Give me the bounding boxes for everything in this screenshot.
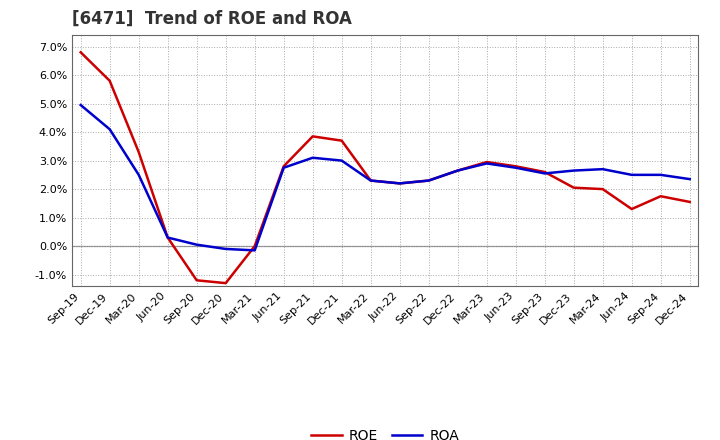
ROE — [105, 78, 114, 84]
ROE — [251, 243, 259, 249]
ROE — [685, 199, 694, 205]
ROE — [598, 187, 607, 192]
ROA — [685, 176, 694, 182]
ROA — [482, 161, 491, 166]
ROA — [366, 178, 375, 183]
ROA — [541, 171, 549, 176]
ROA — [454, 168, 462, 173]
ROE — [482, 159, 491, 165]
ROA — [424, 178, 433, 183]
ROE — [135, 150, 143, 155]
ROE — [192, 278, 201, 283]
ROE — [454, 168, 462, 173]
ROE — [308, 134, 317, 139]
ROE — [424, 178, 433, 183]
ROA — [135, 172, 143, 177]
ROE — [657, 194, 665, 199]
ROA — [511, 165, 520, 170]
ROE — [338, 138, 346, 143]
ROA — [570, 168, 578, 173]
Legend: ROE, ROA: ROE, ROA — [306, 423, 464, 440]
Line: ROE: ROE — [81, 52, 690, 283]
ROE — [76, 50, 85, 55]
ROA — [105, 127, 114, 132]
ROA — [279, 165, 288, 170]
ROA — [598, 166, 607, 172]
ROA — [221, 246, 230, 252]
ROA — [338, 158, 346, 163]
ROE — [279, 164, 288, 169]
ROE — [395, 181, 404, 186]
ROE — [511, 164, 520, 169]
ROE — [163, 235, 172, 240]
Text: [6471]  Trend of ROE and ROA: [6471] Trend of ROE and ROA — [72, 10, 352, 28]
ROA — [657, 172, 665, 177]
ROA — [192, 242, 201, 247]
ROE — [366, 178, 375, 183]
ROE — [221, 281, 230, 286]
ROA — [251, 248, 259, 253]
ROA — [308, 155, 317, 161]
ROA — [627, 172, 636, 177]
ROE — [570, 185, 578, 191]
ROA — [395, 181, 404, 186]
ROA — [76, 103, 85, 108]
ROA — [163, 235, 172, 240]
ROE — [541, 169, 549, 175]
Line: ROA: ROA — [81, 105, 690, 250]
ROE — [627, 206, 636, 212]
